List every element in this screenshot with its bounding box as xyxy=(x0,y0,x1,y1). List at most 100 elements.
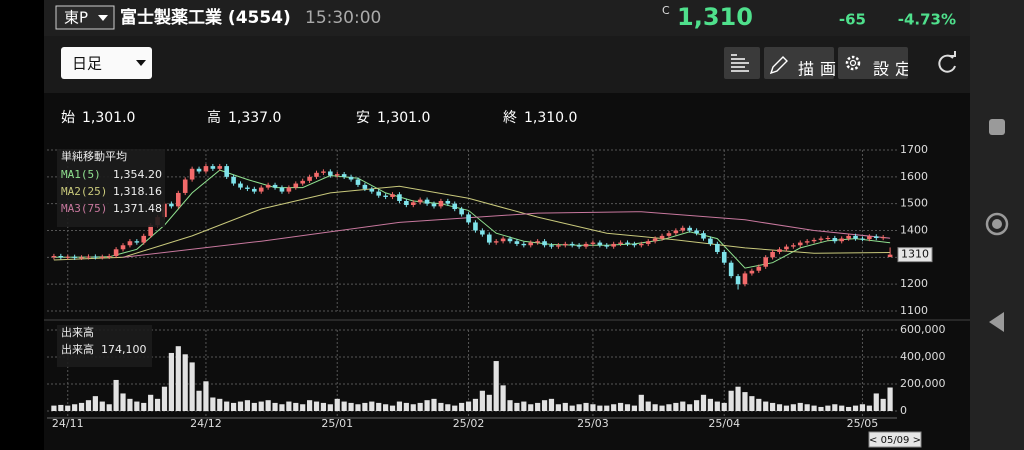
x-tick-label: 25/02 xyxy=(453,417,485,430)
volume-bar xyxy=(832,404,838,411)
volume-bar xyxy=(251,402,257,411)
volume-bar xyxy=(389,405,396,411)
market: 東P xyxy=(64,9,88,27)
candle-body xyxy=(169,203,174,207)
candle-body xyxy=(708,238,713,244)
volume-title: 出来高 xyxy=(61,325,94,339)
candle-body xyxy=(245,187,250,189)
candle-body xyxy=(99,256,105,258)
candle-body xyxy=(749,270,755,274)
volume-bar xyxy=(369,401,375,411)
ohlc-value: 1,310.0 xyxy=(524,110,577,126)
candle-body xyxy=(715,243,720,252)
volume-bar xyxy=(58,404,64,411)
candle-body xyxy=(514,241,520,244)
volume-bar xyxy=(548,398,555,411)
ohlc-label: 高 xyxy=(207,109,221,126)
volume-bar xyxy=(224,401,230,411)
settings-button[interactable] xyxy=(838,47,908,79)
volume-bar xyxy=(459,402,465,411)
candle-body xyxy=(286,187,292,192)
nav-recents[interactable] xyxy=(989,119,1005,135)
volume-bar xyxy=(424,400,430,411)
candle-body xyxy=(376,191,382,196)
period-select[interactable] xyxy=(61,47,152,79)
volume-bar xyxy=(396,401,403,411)
candle-body xyxy=(334,174,340,176)
legend-entry: MA2(25) xyxy=(61,185,107,198)
nav-home[interactable] xyxy=(985,212,1009,236)
x-tick-label: 25/03 xyxy=(577,417,609,430)
volume-bar xyxy=(244,400,251,411)
volume-bar xyxy=(493,361,499,411)
ohlc-label: 安 xyxy=(356,110,370,126)
candle-body xyxy=(604,245,610,247)
dropdown-arrow xyxy=(98,15,108,21)
volume-bar xyxy=(797,402,803,411)
price-flag: C xyxy=(662,4,670,17)
volume-bar xyxy=(472,398,479,411)
candle-body xyxy=(611,243,616,247)
candle-body xyxy=(756,266,762,271)
volume-bar xyxy=(161,386,168,411)
volume-bar xyxy=(154,398,161,411)
volume-bar xyxy=(839,405,845,411)
legend-entry: MA1(5) xyxy=(61,168,101,181)
candle-body xyxy=(404,200,409,206)
candle-body xyxy=(597,242,603,246)
header-bar xyxy=(44,0,970,36)
ohlc-value: 1,301.0 xyxy=(377,110,430,126)
candle-body xyxy=(445,200,451,204)
volume-bar xyxy=(555,404,561,411)
candle-body xyxy=(763,257,768,267)
volume-bar xyxy=(611,404,617,411)
volume-bar xyxy=(307,400,313,411)
candle-body xyxy=(687,227,692,231)
volume-bar xyxy=(348,402,354,411)
candle-body xyxy=(203,166,209,172)
volume-bar xyxy=(334,398,340,411)
draw-button[interactable] xyxy=(764,47,834,79)
candle-body xyxy=(321,171,326,173)
candle-body xyxy=(189,168,195,180)
volume-bar xyxy=(65,405,71,411)
volume-bar xyxy=(763,401,769,411)
candle-body xyxy=(797,242,803,246)
last-price-tag xyxy=(897,247,933,263)
volume-bar xyxy=(569,405,575,411)
volume-bar xyxy=(687,404,693,411)
y-tick-label: 200,000 xyxy=(900,377,946,390)
volume-bar xyxy=(258,401,264,411)
volume-bar xyxy=(320,402,327,411)
volume-bar xyxy=(680,401,686,411)
nav-back[interactable] xyxy=(989,312,1004,332)
candle-body xyxy=(148,225,153,236)
candle-body xyxy=(493,241,499,243)
legend-title: 単純移動平均 xyxy=(61,149,127,163)
volume-bar xyxy=(217,398,223,411)
candle-body xyxy=(784,246,789,250)
volume-bar xyxy=(590,404,596,411)
volume-bar xyxy=(237,401,244,411)
refresh-icon[interactable] xyxy=(938,54,956,73)
candle-body xyxy=(397,194,402,201)
volume-bar xyxy=(210,397,216,411)
ohlc-label: 終 xyxy=(503,110,517,126)
volume-bar xyxy=(51,405,57,411)
volume-bar xyxy=(873,393,879,411)
volume-bar xyxy=(790,404,796,411)
time: 15:30:00 xyxy=(305,8,381,28)
candle-body xyxy=(355,179,361,185)
candle-body xyxy=(680,227,686,231)
volume-legend-box xyxy=(57,325,152,367)
candle-body xyxy=(887,254,893,258)
market-select[interactable] xyxy=(55,5,115,30)
candle-body xyxy=(632,243,637,246)
volume-bar xyxy=(362,402,368,411)
volume-bar xyxy=(521,401,527,411)
last-price-label: 1310 xyxy=(901,248,929,261)
candle-body xyxy=(86,256,91,258)
candle-body xyxy=(348,176,354,180)
y-tick-label: 1100 xyxy=(900,304,928,317)
candle-body xyxy=(383,195,388,197)
